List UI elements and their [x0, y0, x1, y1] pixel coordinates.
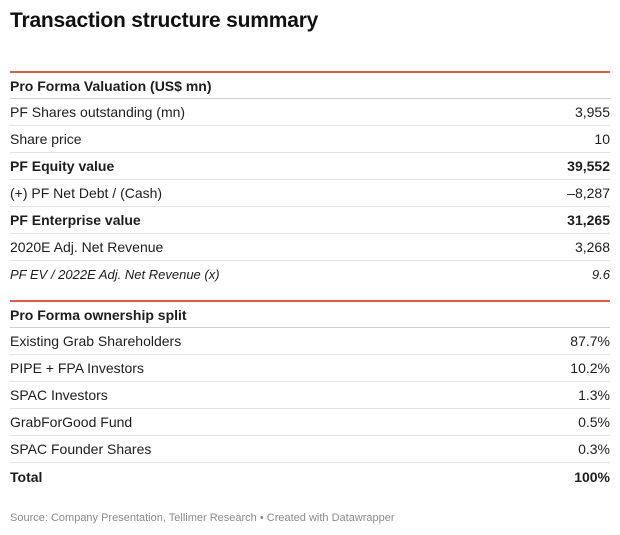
valuation-header: Pro Forma Valuation (US$ mn)	[10, 71, 610, 99]
row-value: 31,265	[567, 212, 610, 228]
row-label: GrabForGood Fund	[10, 414, 133, 430]
source-note: Source: Company Presentation, Tellimer R…	[10, 512, 395, 524]
row-value: 100%	[574, 468, 610, 485]
row-value: 1.3%	[578, 387, 610, 403]
row-label: Share price	[10, 131, 82, 147]
row-value: 3,268	[574, 239, 610, 255]
row-value: 39,552	[567, 158, 610, 174]
row-value: 3,955	[574, 104, 610, 120]
table-row: Share price 10	[10, 126, 610, 153]
row-label: (+) PF Net Debt / (Cash)	[10, 185, 163, 201]
table-row: PIPE + FPA Investors 10.2%	[10, 355, 610, 382]
row-label: PF Enterprise value	[10, 212, 141, 228]
table-row: 2020E Adj. Net Revenue 3,268	[10, 234, 610, 261]
row-label: SPAC Founder Shares	[10, 441, 152, 457]
table-row: (+) PF Net Debt / (Cash) –8,287	[10, 180, 610, 207]
row-label: PIPE + FPA Investors	[10, 360, 144, 376]
row-value: –8,287	[567, 185, 610, 201]
table-row: Existing Grab Shareholders 87.7%	[10, 328, 610, 355]
page-title: Transaction structure summary	[10, 9, 319, 32]
row-value: 9.6	[591, 267, 610, 282]
ownership-section: Pro Forma ownership split Existing Grab …	[10, 300, 610, 490]
table-row: PF EV / 2022E Adj. Net Revenue (x) 9.6	[10, 261, 610, 288]
row-label: 2020E Adj. Net Revenue	[10, 239, 164, 255]
table-row: SPAC Investors 1.3%	[10, 382, 610, 409]
table-row: PF Shares outstanding (mn) 3,955	[10, 99, 610, 126]
row-label: Total	[10, 468, 43, 485]
table-row: PF Enterprise value 31,265	[10, 207, 610, 234]
valuation-section: Pro Forma Valuation (US$ mn) PF Shares o…	[10, 71, 610, 288]
row-label: Existing Grab Shareholders	[10, 333, 182, 349]
row-label: PF Shares outstanding (mn)	[10, 104, 186, 120]
row-label: SPAC Investors	[10, 387, 108, 403]
row-value: 87.7%	[570, 333, 610, 349]
table-row: PF Equity value 39,552	[10, 153, 610, 180]
table-row: GrabForGood Fund 0.5%	[10, 409, 610, 436]
row-value: 10	[594, 131, 610, 147]
row-value: 0.5%	[578, 414, 610, 430]
table-row: Total 100%	[10, 463, 610, 490]
table-row: SPAC Founder Shares 0.3%	[10, 436, 610, 463]
row-value: 0.3%	[578, 441, 610, 457]
row-label: PF EV / 2022E Adj. Net Revenue (x)	[10, 267, 220, 282]
row-value: 10.2%	[570, 360, 610, 376]
row-label: PF Equity value	[10, 158, 115, 174]
ownership-header: Pro Forma ownership split	[10, 300, 610, 328]
